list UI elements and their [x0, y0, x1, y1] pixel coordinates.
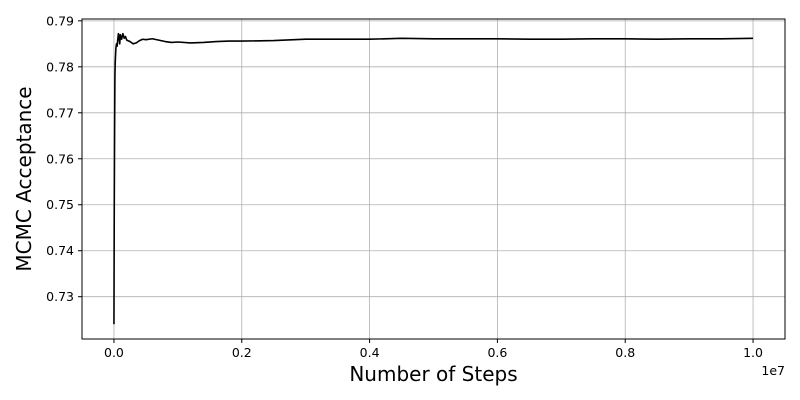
x-tick-label: 0.8: [615, 345, 635, 360]
x-axis-label: Number of Steps: [349, 362, 517, 386]
x-tick-label: 0.2: [232, 345, 252, 360]
x-tick-label: 0.4: [360, 345, 380, 360]
y-tick-label: 0.73: [46, 289, 74, 304]
y-tick-label: 0.78: [46, 59, 74, 74]
acceptance-series-line: [113, 32, 754, 325]
grid-lines: [82, 19, 785, 339]
y-tick-label: 0.77: [46, 105, 74, 120]
x-tick-label: 0.0: [104, 345, 124, 360]
x-axis-offset-label: 1e7: [761, 363, 785, 378]
ticks: 0.0 0.2 0.4 0.6 0.8 1.0 0.73 0.74 0.75 0.76 0.77 0.…: [46, 13, 763, 360]
y-tick-label: 0.75: [46, 197, 74, 212]
x-tick-label: 1.0: [743, 345, 763, 360]
y-tick-label: 0.76: [46, 151, 74, 166]
x-tick-label: 0.6: [487, 345, 507, 360]
y-tick-label: 0.74: [46, 243, 74, 258]
y-tick-label: 0.79: [46, 13, 74, 28]
series-layer: [113, 32, 754, 325]
plot-frame: [81, 18, 786, 340]
y-axis-label: MCMC Acceptance: [12, 86, 36, 271]
